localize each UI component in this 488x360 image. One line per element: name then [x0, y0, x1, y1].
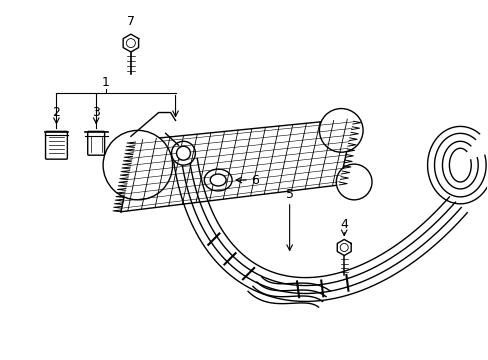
Text: 6: 6: [250, 174, 258, 186]
Circle shape: [103, 130, 172, 200]
Text: 1: 1: [102, 76, 110, 89]
Circle shape: [126, 39, 135, 48]
Circle shape: [171, 141, 195, 165]
Ellipse shape: [204, 169, 232, 191]
Circle shape: [340, 243, 347, 252]
Polygon shape: [123, 34, 138, 52]
Polygon shape: [121, 118, 353, 212]
Text: 5: 5: [285, 188, 293, 201]
Text: 4: 4: [340, 218, 347, 231]
Text: 3: 3: [92, 106, 100, 119]
FancyBboxPatch shape: [45, 131, 67, 159]
Circle shape: [319, 109, 362, 152]
FancyBboxPatch shape: [87, 131, 104, 155]
Text: 2: 2: [52, 106, 61, 119]
Circle shape: [336, 164, 371, 200]
Circle shape: [176, 146, 190, 160]
Text: 7: 7: [126, 15, 135, 28]
Ellipse shape: [210, 174, 225, 186]
Polygon shape: [337, 239, 350, 256]
